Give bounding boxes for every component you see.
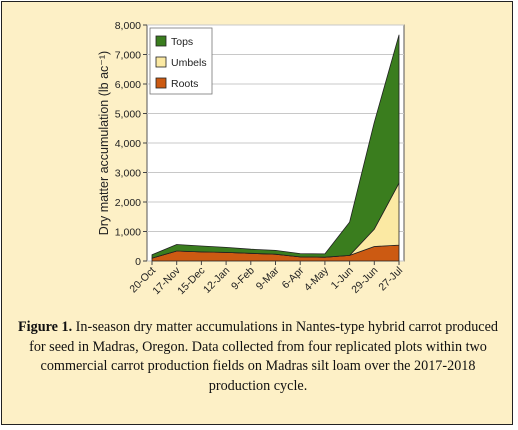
y-tick-label: 5,000 [115, 109, 141, 121]
y-tick-label: 6,000 [115, 79, 141, 91]
y-tick-label: 2,000 [115, 197, 141, 209]
caption-label: Figure 1. [18, 319, 73, 335]
x-axis: 20-Oct17-Nov15-Dec12-Jan9-Feb9-Mar6-Apr4… [127, 261, 405, 297]
x-tick-label: 4-May [302, 264, 332, 294]
gridlines [147, 24, 404, 262]
y-tick-label: 4,000 [115, 138, 141, 150]
legend-swatch-roots [155, 77, 167, 89]
y-axis-label: Dry matter accumulation (lb ac⁻¹) [97, 51, 111, 235]
legend-label-tops: Tops [171, 36, 193, 48]
y-tick-label: 3,000 [115, 168, 141, 180]
legend-swatch-umbels [155, 56, 167, 68]
x-tick-label: 9-Mar [254, 264, 282, 292]
caption-text: In-season dry matter accumulations in Na… [29, 319, 498, 394]
x-tick-label: 29-Jun [349, 265, 380, 296]
y-tick-label: 7,000 [115, 50, 141, 62]
y-tick-label: 8,000 [115, 20, 141, 32]
legend-label-umbels: Umbels [171, 57, 207, 69]
y-axis: 0 1,000 2,000 3,000 4,000 5,000 6,000 7,000 8,00… [115, 20, 147, 268]
x-tick-label: 27-Jul [376, 265, 405, 294]
x-tick-label: 12-Jan [201, 265, 232, 296]
area-tops [151, 34, 400, 259]
figure-caption: Figure 1. In-season dry matter accumulat… [18, 318, 498, 396]
legend-label-roots: Roots [171, 78, 198, 90]
x-tick-label: 15-Dec [175, 265, 207, 297]
legend: Tops Umbels Roots [149, 27, 213, 95]
legend-swatch-tops [155, 35, 167, 47]
y-tick-label: 0 [135, 256, 141, 268]
x-tick-label: 9-Feb [229, 265, 257, 293]
y-tick-label: 1,000 [115, 227, 141, 239]
